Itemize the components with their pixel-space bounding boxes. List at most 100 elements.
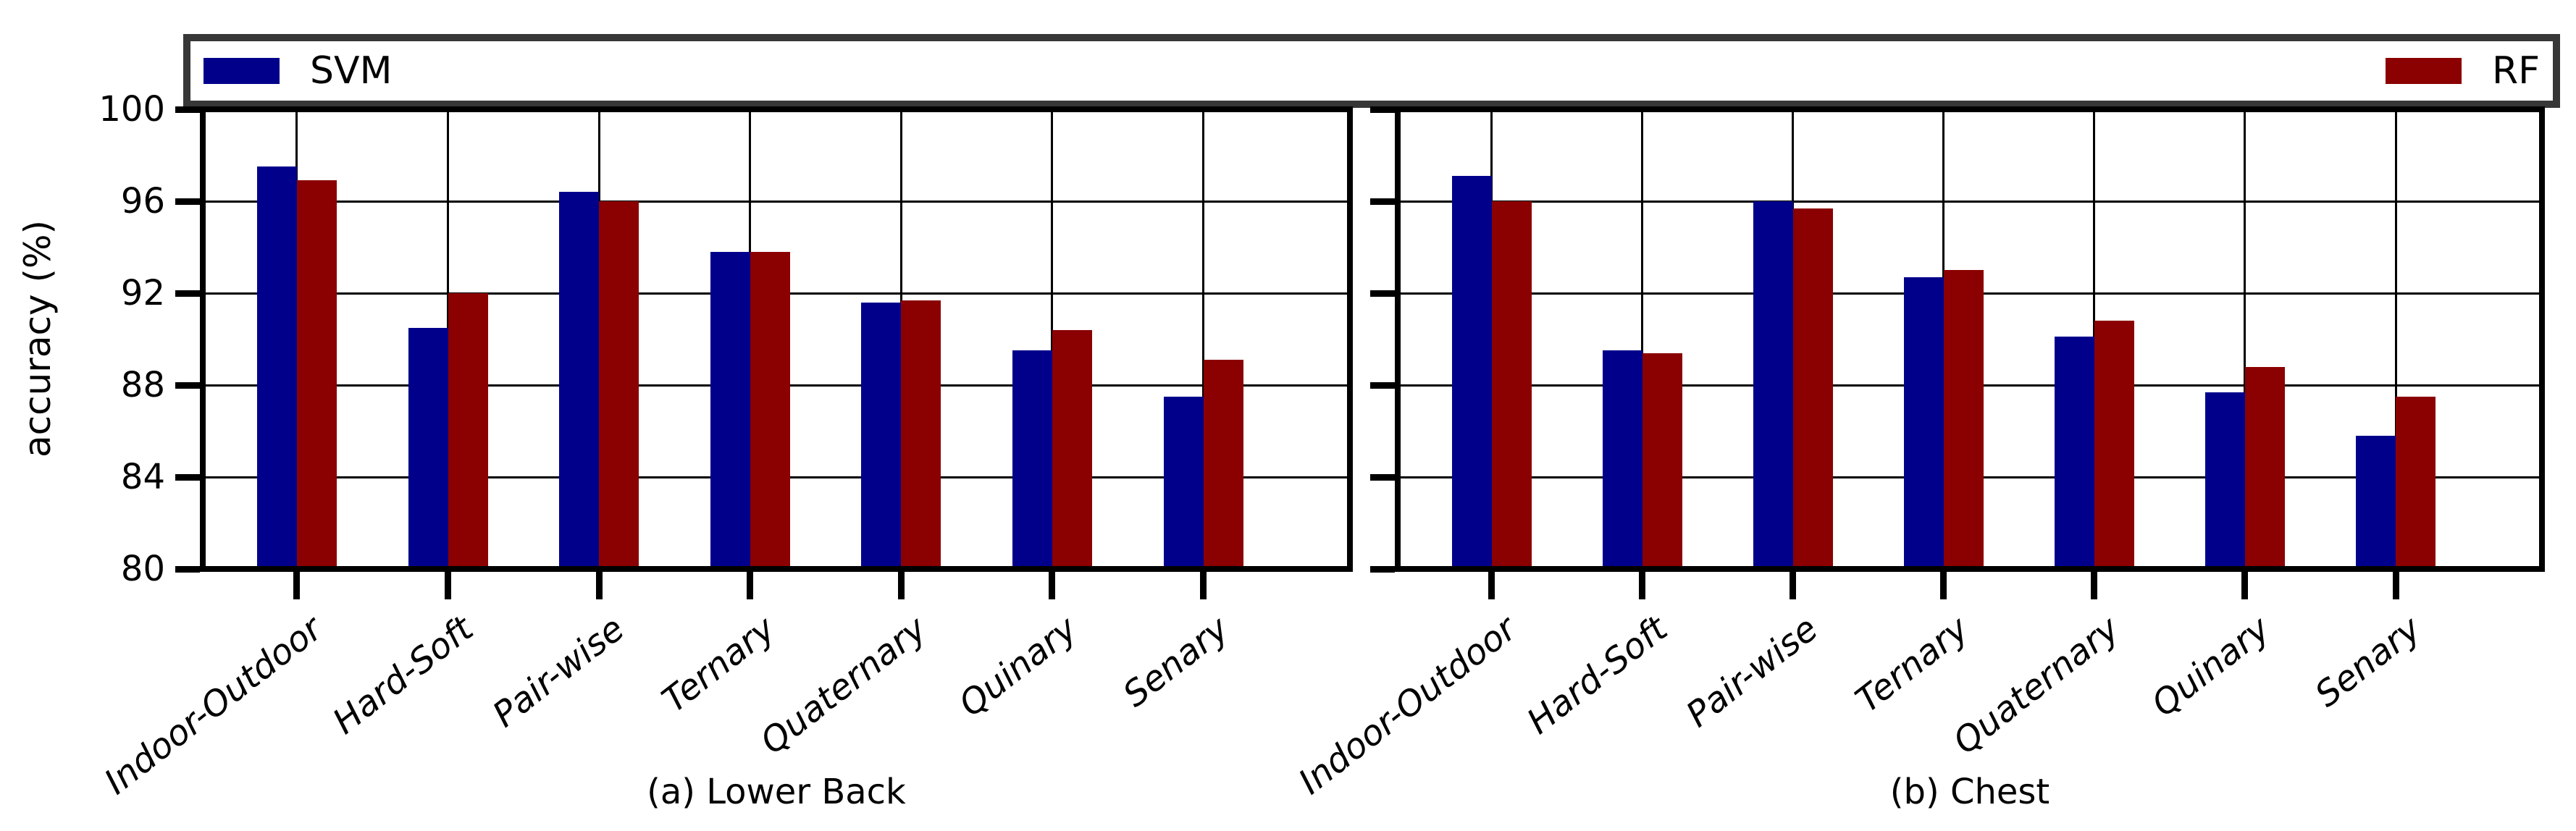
bar-rf-senary [2396,396,2436,569]
y-tick-label-88: 88 [120,365,165,405]
legend-label-rf: RF [2491,49,2540,93]
bar-svm-ternary [710,251,750,569]
y-tick-96 [175,198,200,205]
bar-rf-ternary [750,251,790,569]
bar-rf-hard-soft [1642,353,1682,569]
x-tick-ternary [1940,572,1947,599]
legend-label-svm: SVM [310,49,393,93]
bar-svm-quaternary [861,302,902,569]
bar-rf-indoor-outdoor [296,180,337,569]
bar-svm-pair-wise [1753,201,1793,569]
v-gridline-senary [2394,109,2397,569]
x-tick-indoor-outdoor [293,572,301,599]
bar-rf-pair-wise [1792,208,1833,569]
bar-svm-indoor-outdoor [256,166,297,569]
y-tick-label-96: 96 [120,181,165,222]
bar-rf-indoor-outdoor [1491,201,1532,569]
bar-rf-quinary [2244,366,2285,569]
x-tick-ternary [747,572,754,599]
bar-rf-quaternary [901,300,941,569]
top-spine [1395,106,2545,112]
x-tick-pair-wise [1790,572,1797,599]
left-spine [200,106,206,572]
y-tick-label-92: 92 [120,273,165,313]
bar-svm-quinary [1012,350,1052,569]
bar-svm-quaternary [2054,337,2094,569]
bar-svm-senary [1163,396,1204,569]
x-tick-label-hard-soft: Hard-Soft [325,608,481,743]
x-tick-senary [2392,572,2399,599]
y-axis-title: accuracy (%) [17,219,59,458]
bar-svm-pair-wise [559,192,600,569]
bar-svm-indoor-outdoor [1451,176,1492,569]
v-gridline-hard-soft [1641,109,1644,569]
bottom-spine [200,566,1353,572]
legend-entry-svm: SVM [204,52,392,90]
v-gridline-senary [1202,109,1205,569]
x-tick-label-pair-wise: Pair-wise [484,608,632,735]
y-tick-80 [1370,565,1395,573]
y-tick-84 [175,473,200,481]
y-tick-84 [1370,473,1395,481]
svm-color-swatch [204,58,280,84]
x-tick-hard-soft [445,572,451,599]
top-spine [200,106,1353,112]
y-tick-92 [175,290,200,297]
x-tick-label-senary: Senary [1115,608,1236,715]
bottom-spine [1395,566,2545,572]
x-tick-indoor-outdoor [1488,572,1495,599]
left-spine [1395,106,1401,572]
x-tick-label-hard-soft: Hard-Soft [1519,608,1675,743]
x-tick-label-indoor-outdoor: Indoor-Outdoor [1291,608,1524,803]
v-gridline-quinary [2244,109,2246,569]
panel-b-chest: Indoor-Outdoor Hard-Soft Pair-wise Ternary Q… [1291,106,2545,803]
x-tick-quaternary [897,572,905,599]
right-spine [2539,106,2545,572]
x-tick-label-quinary: Quinary [2144,608,2278,725]
x-tick-quaternary [2091,572,2098,599]
x-tick-hard-soft [1639,572,1646,599]
x-tick-quinary [1049,572,1056,599]
y-tick-96 [1370,198,1395,205]
y-tick-label-84: 84 [120,457,165,497]
x-tick-label-ternary: Ternary [655,608,783,721]
bar-rf-quaternary [2094,321,2134,569]
y-tick-100 [175,106,200,113]
y-tick-92 [1370,290,1395,297]
y-tick-label-80: 80 [120,549,165,589]
y-tick-88 [1370,381,1395,389]
y-tick-100 [1370,106,1395,113]
bar-svm-ternary [1903,277,1944,569]
y-tick-88 [175,381,200,389]
x-tick-label-senary: Senary [2307,608,2429,715]
h-gridline-96 [1398,200,2542,203]
bar-svm-hard-soft [408,327,448,569]
x-tick-label-quinary: Quinary [952,608,1086,725]
y-tick-label-100: 100 [98,89,165,130]
bar-rf-ternary [1943,270,1984,569]
x-tick-label-quaternary: Quaternary [1946,608,2128,763]
x-tick-pair-wise [595,572,603,599]
bar-svm-quinary [2204,392,2245,569]
x-tick-label-quaternary: Quaternary [752,608,934,763]
caption-b: (b) Chest [1889,772,2050,812]
right-spine [1347,106,1353,572]
caption-a: (a) Lower Back [647,772,906,812]
bar-rf-senary [1203,360,1243,569]
bar-rf-quinary [1052,329,1092,569]
h-gridline-96 [203,200,1350,203]
x-tick-label-ternary: Ternary [1848,608,1977,721]
rf-color-swatch [2385,58,2462,84]
bar-rf-hard-soft [448,293,488,569]
panel-a-lower-back: Indoor-Outdoor Hard-Soft Pair-wise Ternary Q… [97,89,1353,803]
x-tick-label-pair-wise: Pair-wise [1679,608,1826,735]
x-tick-senary [1200,572,1207,599]
x-tick-quinary [2241,572,2249,599]
legend: SVM RF [183,34,2560,108]
bar-svm-senary [2356,435,2396,569]
bar-rf-pair-wise [599,201,639,569]
legend-entry-rf: RF [2385,49,2540,93]
bar-svm-hard-soft [1602,350,1642,569]
y-tick-80 [175,565,200,573]
